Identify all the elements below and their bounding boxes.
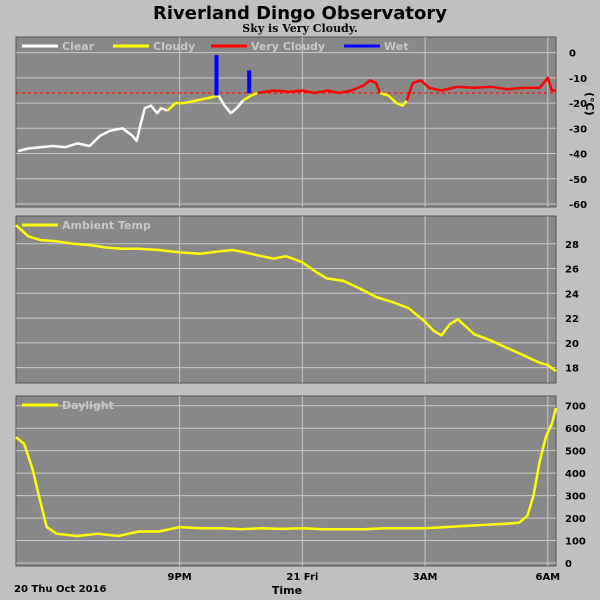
chart-subtitle: Sky is Very Cloudy. [242, 22, 357, 35]
legend-label: Daylight [62, 399, 114, 412]
series-line [217, 94, 244, 115]
y-tick-label: 24 [565, 289, 579, 300]
y-tick-label: 100 [565, 537, 586, 548]
sky-temp-panel: 0 -10 -20 -30 -40 -50 -60 Clear Cloudy Very Cloud… [15, 36, 596, 211]
y-tick-label: 500 [565, 447, 586, 458]
x-tick-label: 3AM [413, 572, 438, 583]
chart-title: Riverland Dingo Observatory [153, 3, 447, 24]
y-tick-label: -40 [569, 150, 587, 161]
series-line [242, 91, 258, 102]
series-line [166, 94, 219, 112]
legend-label: Wet [384, 40, 408, 53]
series-line [15, 407, 558, 538]
y-tick-label: 200 [565, 514, 586, 525]
legend-label: Clear [62, 40, 95, 53]
y-tick-label: -60 [569, 200, 587, 211]
legend-item: Cloudy [113, 40, 195, 53]
y-tick-label: -10 [569, 74, 587, 85]
y-tick-label: 0 [565, 559, 572, 570]
x-axis-start-label: 20 Thu Oct 2016 [14, 584, 107, 595]
y-tick-label: 18 [565, 364, 579, 375]
x-tick-label: 21 Fri [286, 572, 318, 583]
legend-item: Ambient Temp [22, 219, 151, 232]
x-axis-label: Time [272, 584, 302, 597]
series-line [17, 104, 168, 153]
series-line [405, 76, 556, 102]
x-tick-label: 6AM [535, 572, 560, 583]
legend-label: Very Cloudy [251, 40, 325, 53]
plot-area [15, 215, 557, 384]
y-axis-label: (°C) [583, 92, 596, 116]
series-line [379, 91, 408, 107]
plot-area [15, 395, 557, 567]
y-tick-label: -50 [569, 175, 587, 186]
y-tick-label: 0 [569, 49, 576, 60]
y-tick-label: -30 [569, 124, 587, 135]
y-tick-label: -20 [569, 99, 587, 110]
y-tick-label: 600 [565, 424, 586, 435]
y-tick-label: 22 [565, 314, 579, 325]
legend-label: Ambient Temp [62, 219, 151, 232]
legend-item: Clear [22, 40, 95, 53]
legend-item: Daylight [22, 399, 114, 412]
y-tick-label: 20 [565, 339, 579, 350]
legend-label: Cloudy [153, 40, 195, 53]
ambient-temp-panel: 18 20 22 24 26 28 Ambient Temp [15, 215, 579, 384]
y-tick-label: 28 [565, 240, 579, 251]
legend-item: Very Cloudy [211, 40, 325, 53]
x-axis-tick-labels: 9PM 21 Fri 3AM 6AM [168, 572, 561, 583]
series-line [257, 79, 382, 95]
y-tick-label: 300 [565, 492, 586, 503]
plot-area [15, 36, 557, 208]
y-tick-label: 700 [565, 402, 586, 413]
legend-item: Wet [344, 40, 408, 53]
x-tick-label: 9PM [168, 572, 192, 583]
y-tick-label: 26 [565, 265, 579, 276]
y-tick-label: 400 [565, 469, 586, 480]
daylight-panel: 0 100 200 300 400 500 600 700 Daylight [15, 395, 586, 570]
series-line [15, 224, 557, 373]
